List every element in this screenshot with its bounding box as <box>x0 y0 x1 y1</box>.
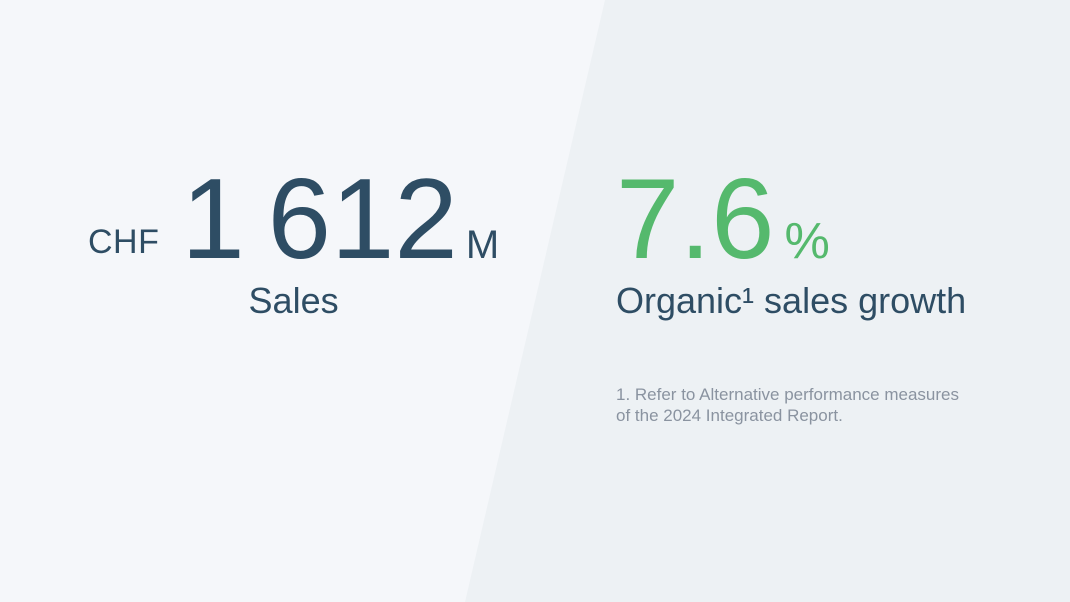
organic-growth-figure-line: 7.6 % <box>616 163 966 277</box>
sales-label: Sales <box>248 280 339 321</box>
organic-growth-label: Organic¹ sales growth <box>616 280 967 321</box>
sales-unit-label: M <box>465 223 500 267</box>
footnote-line-2: of the 2024 Integrated Report. <box>616 406 843 426</box>
sales-value: 1 612 <box>181 156 458 283</box>
footnote: 1. Refer to Alternative performance meas… <box>616 384 966 426</box>
sales-currency-label: CHF <box>88 223 160 261</box>
footnote-line-1: 1. Refer to Alternative performance meas… <box>616 385 959 405</box>
organic-growth-value: 7.6 <box>616 156 775 283</box>
sales-figure-line: CHF 1 612 M <box>88 163 499 277</box>
organic-growth-percent-sign: % <box>784 212 830 269</box>
sales-stat-block: CHF 1 612 M Sales <box>88 163 499 322</box>
organic-growth-stat-block: 7.6 % Organic¹ sales growth 1. Refer to … <box>616 163 966 426</box>
